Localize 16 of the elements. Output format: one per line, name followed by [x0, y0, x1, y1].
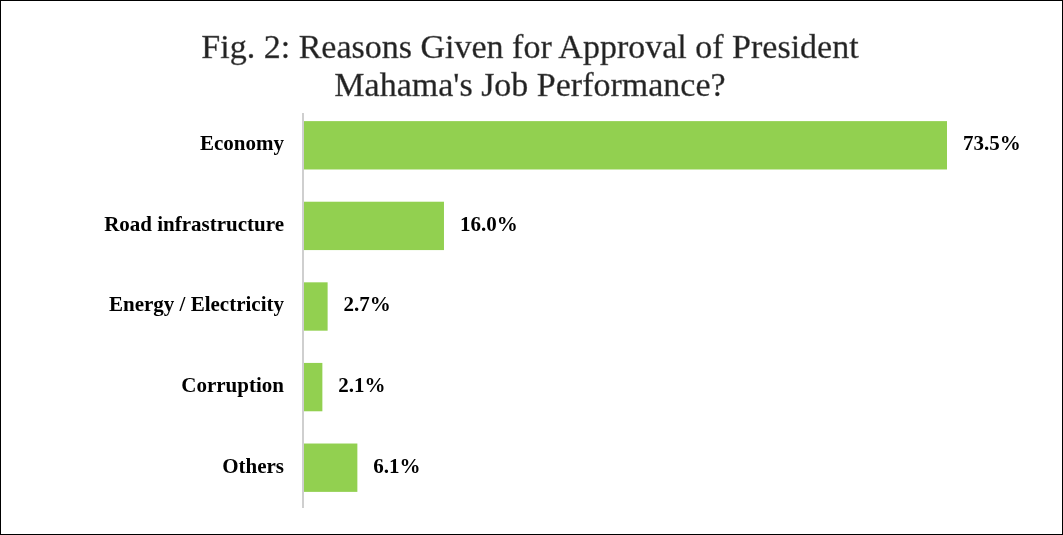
y-tick-label: Corruption	[181, 372, 285, 397]
data-label: 73.5%	[963, 131, 1021, 156]
bar	[304, 282, 328, 331]
bar	[304, 121, 947, 170]
y-tick-label: Economy	[200, 131, 285, 156]
bar	[304, 362, 323, 412]
data-label: 2.7%	[343, 292, 391, 317]
y-tick-label: Road infrastructure	[104, 211, 284, 236]
chart-title: Fig. 2: Reasons Given for Approval of President Mahama's Job Performance?	[201, 28, 860, 103]
data-label: 16.0%	[459, 211, 518, 236]
bar	[304, 443, 358, 492]
y-tick-label: Others	[222, 453, 284, 478]
data-label: 2.1%	[338, 372, 386, 397]
data-label: 6.1%	[373, 453, 421, 478]
y-tick-label: Energy / Electricity	[109, 292, 285, 317]
bar	[304, 201, 444, 251]
